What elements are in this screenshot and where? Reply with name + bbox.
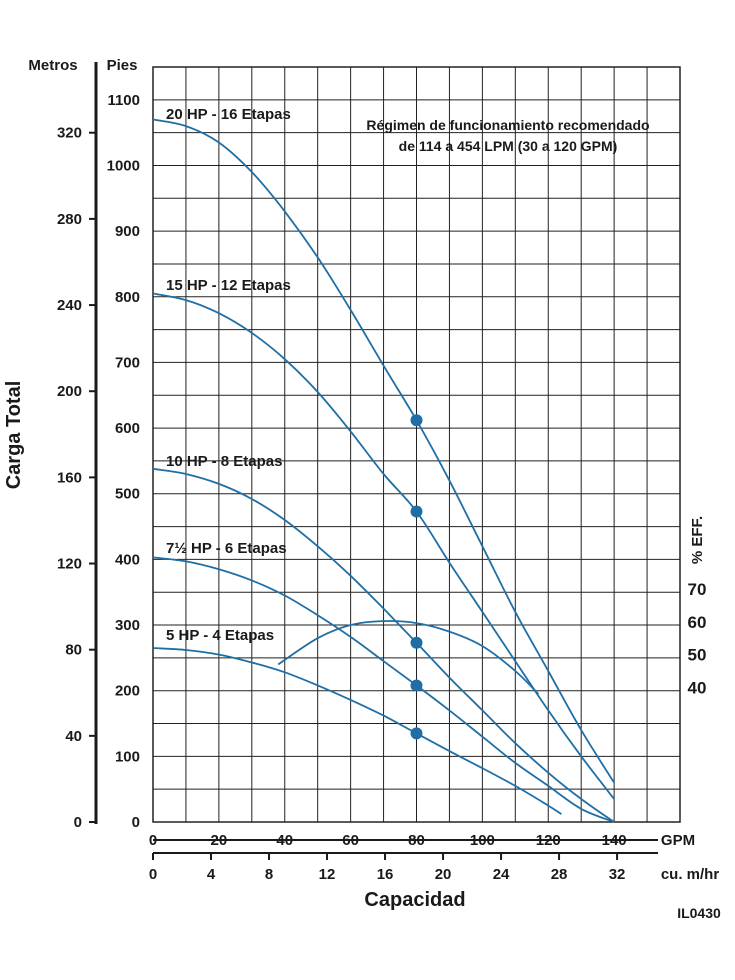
meter-tick-label: 240 — [57, 297, 82, 314]
chart-grid — [152, 66, 681, 823]
m3h-tick-label: 20 — [435, 866, 452, 883]
feet-tick-label: 600 — [115, 420, 140, 437]
meters-axis-title: Metros — [28, 57, 77, 74]
feet-tick-label: 900 — [115, 223, 140, 240]
m3h-tick-label: 0 — [149, 866, 157, 883]
meter-tick-label: 40 — [65, 728, 82, 745]
curve-label-5hp: 5 HP - 4 Etapas — [166, 627, 274, 644]
rated-point-marker — [410, 505, 423, 518]
m3h-tick-label: 28 — [551, 866, 568, 883]
meter-tick-label: 160 — [57, 469, 82, 486]
feet-tick-label: 800 — [115, 289, 140, 306]
meter-tick-label: 280 — [57, 211, 82, 228]
m3h-tick-label: 16 — [377, 866, 394, 883]
efficiency-tick-label: 40 — [688, 678, 707, 697]
head-curve-1 — [152, 292, 615, 800]
feet-tick-label: 1000 — [107, 157, 140, 174]
head-curve-4 — [152, 647, 562, 815]
feet-tick-label: 1100 — [107, 92, 140, 109]
head-curve-3 — [152, 556, 615, 823]
meter-tick-label: 80 — [65, 642, 82, 659]
feet-tick-label: 700 — [115, 354, 140, 371]
feet-tick-label: 300 — [115, 617, 140, 634]
head-curve-0 — [152, 118, 615, 784]
feet-axis-title: Pies — [107, 57, 138, 74]
m3h-unit-label: cu. m/hr — [661, 866, 720, 883]
m3h-tick-label: 24 — [493, 866, 510, 883]
curve-label-15hp: 15 HP - 12 Etapas — [166, 277, 291, 294]
rated-point-marker — [410, 679, 423, 692]
meter-tick-label: 0 — [74, 814, 82, 831]
gpm-tick-label: 20 — [211, 832, 228, 849]
feet-tick-label: 0 — [132, 814, 140, 831]
gpm-tick-label: 40 — [276, 832, 293, 849]
note-line-1: Régimen de funcionamiento recomendado — [366, 117, 649, 133]
y-axis-title: Carga Total — [3, 381, 25, 490]
gpm-tick-label: 0 — [149, 832, 157, 849]
meter-tick-label: 320 — [57, 125, 82, 142]
note-line-2: de 114 a 454 LPM (30 a 120 GPM) — [399, 138, 618, 154]
efficiency-tick-label: 70 — [688, 580, 707, 599]
x-axis-title: Capacidad — [364, 889, 465, 911]
gpm-tick-label: 100 — [470, 832, 495, 849]
feet-tick-label: 400 — [115, 551, 140, 568]
meter-tick-label: 200 — [57, 383, 82, 400]
feet-tick-label: 500 — [115, 486, 140, 503]
gpm-tick-label: 80 — [408, 832, 425, 849]
meter-tick-label: 120 — [57, 556, 82, 573]
curve-label-7-5hp: 7½ HP - 6 Etapas — [166, 540, 287, 557]
feet-tick-label: 100 — [115, 748, 140, 765]
gpm-tick-label: 60 — [342, 832, 359, 849]
efficiency-curve — [277, 620, 540, 695]
rated-point-marker — [410, 636, 423, 649]
curve-label-10hp: 10 HP - 8 Etapas — [166, 453, 282, 470]
gpm-tick-label: 140 — [602, 832, 627, 849]
m3h-tick-label: 8 — [265, 866, 273, 883]
reference-id: IL0430 — [677, 905, 721, 921]
efficiency-axis-title: % EFF. — [689, 516, 706, 564]
efficiency-tick-label: 60 — [688, 613, 707, 632]
head-curve-2 — [152, 467, 615, 823]
m3h-tick-label: 32 — [609, 866, 626, 883]
gpm-unit-label: GPM — [661, 832, 695, 849]
gpm-tick-label: 120 — [536, 832, 561, 849]
m3h-tick-label: 4 — [207, 866, 216, 883]
feet-tick-label: 200 — [115, 683, 140, 700]
axis-ticks: 0100200300400500600700800900100011000408… — [57, 92, 706, 883]
efficiency-tick-label: 50 — [688, 646, 707, 665]
rated-point-marker — [410, 727, 423, 740]
curve-label-20hp: 20 HP - 16 Etapas — [166, 106, 291, 123]
rated-point-marker — [410, 414, 423, 427]
pump-curves — [152, 118, 615, 823]
m3h-tick-label: 12 — [319, 866, 336, 883]
